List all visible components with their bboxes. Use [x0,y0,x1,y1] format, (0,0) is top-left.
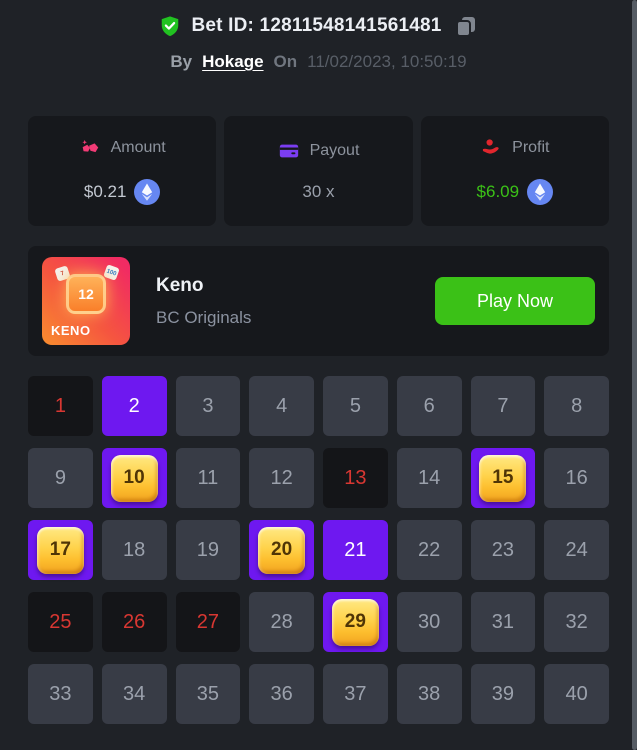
keno-tile-13[interactable]: 13 [323,448,388,508]
keno-tile-22[interactable]: 22 [396,520,462,580]
gold-gem-icon: 10 [110,454,158,502]
stats-row: Amount $0.21 Payout 3 [28,116,609,226]
keno-tile-16[interactable]: 16 [544,448,609,508]
keno-tile-30[interactable]: 30 [396,592,462,652]
profit-stat-box: Profit $6.09 [420,116,609,226]
keno-tile-7[interactable]: 7 [470,376,536,436]
keno-tile-40[interactable]: 40 [544,664,609,724]
keno-tile-20[interactable]: 20 [249,520,314,580]
keno-tile-14[interactable]: 14 [396,448,462,508]
keno-tile-3[interactable]: 3 [175,376,241,436]
keno-tile-21[interactable]: 21 [323,520,388,580]
keno-tile-2[interactable]: 2 [101,376,167,436]
gold-gem-icon: 29 [331,598,379,646]
keno-tile-25[interactable]: 25 [28,592,93,652]
keno-tile-4[interactable]: 4 [249,376,314,436]
keno-tile-24[interactable]: 24 [544,520,609,580]
game-title: Keno [156,274,204,296]
keno-tile-17[interactable]: 17 [28,520,93,580]
keno-tile-28[interactable]: 28 [249,592,314,652]
bet-meta-row: By Hokage On 11/02/2023, 10:50:19 [28,52,609,72]
keno-tile-31[interactable]: 31 [470,592,536,652]
thumbnail-keno-label: KENO [51,323,91,338]
keno-tile-9[interactable]: 9 [28,448,93,508]
thumbnail-gem-icon: 12 [66,273,106,314]
profit-value: $6.09 [476,182,520,201]
keno-tile-38[interactable]: 38 [396,664,462,724]
keno-tile-5[interactable]: 5 [323,376,388,436]
keno-tile-39[interactable]: 39 [470,664,536,724]
keno-tile-19[interactable]: 19 [175,520,241,580]
play-now-button[interactable]: Play Now [435,277,595,325]
game-provider: BC Originals [156,307,252,327]
keno-tile-18[interactable]: 18 [101,520,167,580]
amount-value: $0.21 [83,182,127,201]
amount-label: Amount [110,139,166,156]
on-label: On [273,52,298,71]
keno-game-thumbnail[interactable]: 7 100 12 KENO [42,257,130,345]
payout-label: Payout [309,142,360,159]
bet-details-panel: Bet ID: 12811548141561481 By Hokage On 1… [28,14,609,724]
username-link[interactable]: Hokage [202,52,264,71]
eth-coin-icon [527,179,554,205]
gold-gem-icon: 20 [258,526,306,574]
keno-tile-36[interactable]: 36 [249,664,314,724]
bet-timestamp: 11/02/2023, 10:50:19 [307,52,467,71]
keno-tile-29[interactable]: 29 [323,592,388,652]
profit-label: Profit [512,139,550,156]
hand-coin-icon [483,139,499,154]
keno-tile-23[interactable]: 23 [470,520,536,580]
keno-tile-37[interactable]: 37 [323,664,388,724]
keno-tile-35[interactable]: 35 [175,664,241,724]
keno-tile-12[interactable]: 12 [249,448,314,508]
keno-tile-10[interactable]: 10 [101,448,167,508]
keno-tile-27[interactable]: 27 [175,592,241,652]
credit-card-icon [279,144,298,158]
keno-tile-6[interactable]: 6 [396,376,462,436]
scrollbar[interactable] [632,0,637,750]
keno-tile-34[interactable]: 34 [101,664,167,724]
keno-tile-8[interactable]: 8 [544,376,609,436]
keno-tile-26[interactable]: 26 [101,592,167,652]
gold-gem-icon: 15 [479,454,527,502]
bet-id-row: Bet ID: 12811548141561481 [28,14,609,38]
amount-stat-box: Amount $0.21 [28,116,217,226]
payout-stat-box: Payout 30 x [224,116,413,226]
keno-grid: 1 2 3 4 5 6 7 8 9 10 11 12 13 14 15 16 17 18 19 20 21 22 23 24 2… [28,376,609,724]
game-card: 7 100 12 KENO Keno BC Originals Play Now [28,246,609,356]
copy-icon[interactable] [454,14,478,38]
by-label: By [170,52,193,71]
keno-tile-1[interactable]: 1 [28,376,93,436]
payout-value: 30 x [302,182,335,201]
gold-gem-icon: 17 [36,526,84,574]
keno-tile-33[interactable]: 33 [28,664,93,724]
keno-tile-11[interactable]: 11 [175,448,241,508]
eth-coin-icon [134,179,161,205]
keno-tile-32[interactable]: 32 [544,592,609,652]
keno-tile-15[interactable]: 15 [470,448,536,508]
mini-tile-icon: 100 [103,264,120,281]
gems-icon [81,139,98,153]
verified-shield-icon [162,16,179,37]
bet-id-text: Bet ID: 12811548141561481 [191,15,442,36]
